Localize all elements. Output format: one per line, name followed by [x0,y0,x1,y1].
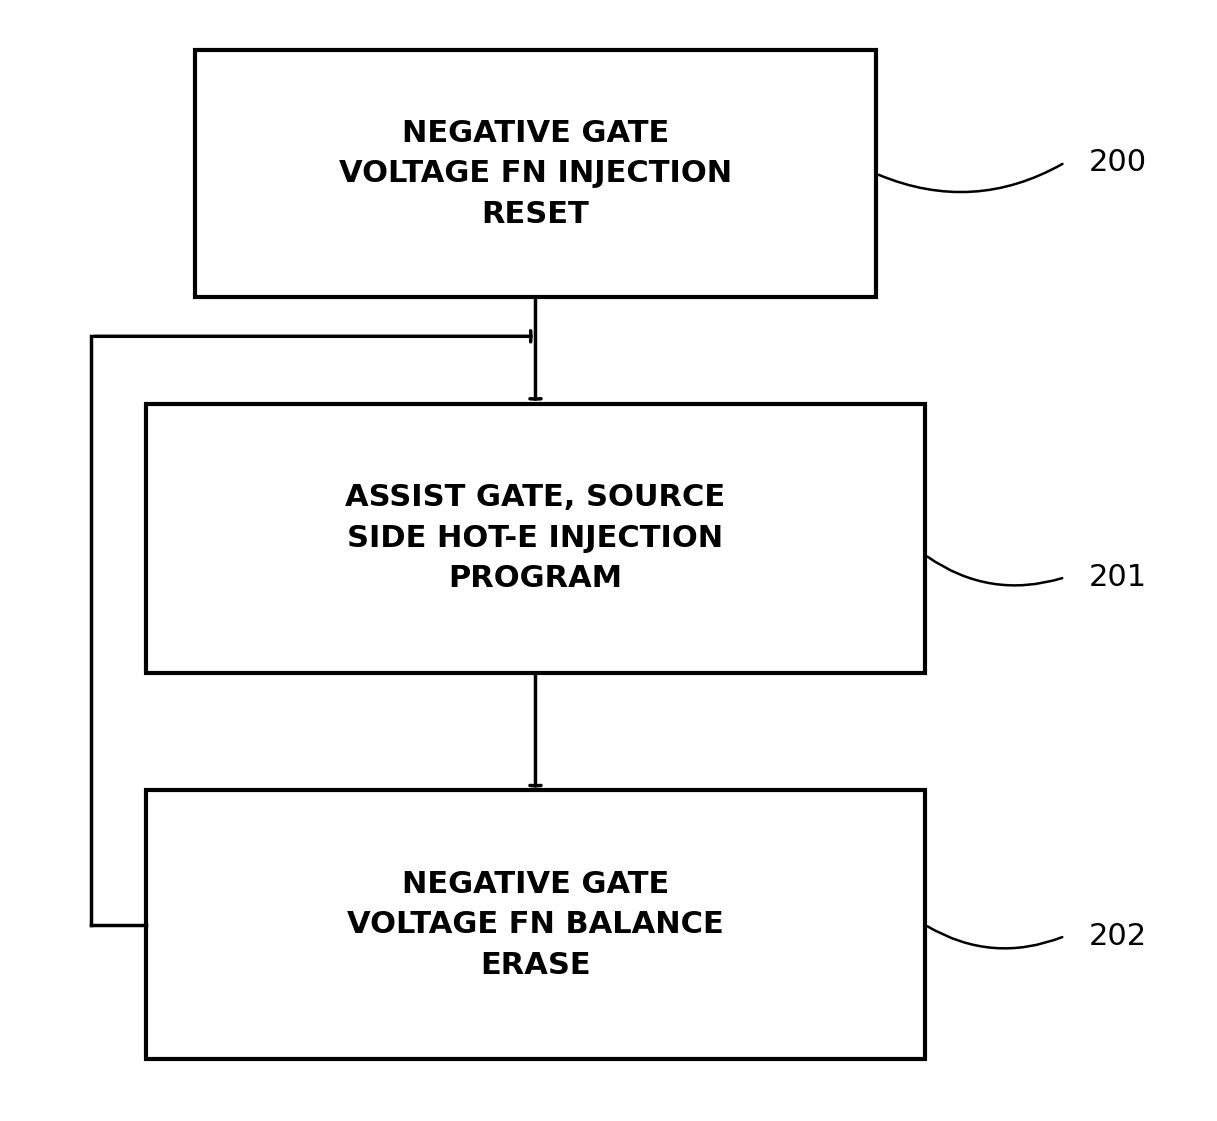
Text: 200: 200 [1089,148,1148,177]
Text: NEGATIVE GATE
VOLTAGE FN INJECTION
RESET: NEGATIVE GATE VOLTAGE FN INJECTION RESET [338,119,733,229]
Text: NEGATIVE GATE
VOLTAGE FN BALANCE
ERASE: NEGATIVE GATE VOLTAGE FN BALANCE ERASE [347,870,724,980]
Text: ASSIST GATE, SOURCE
SIDE HOT-E INJECTION
PROGRAM: ASSIST GATE, SOURCE SIDE HOT-E INJECTION… [346,483,725,593]
Bar [146,404,925,673]
Text: 202: 202 [1089,921,1148,951]
Text: 201: 201 [1089,563,1148,592]
Bar [146,790,925,1059]
Bar [195,50,876,297]
